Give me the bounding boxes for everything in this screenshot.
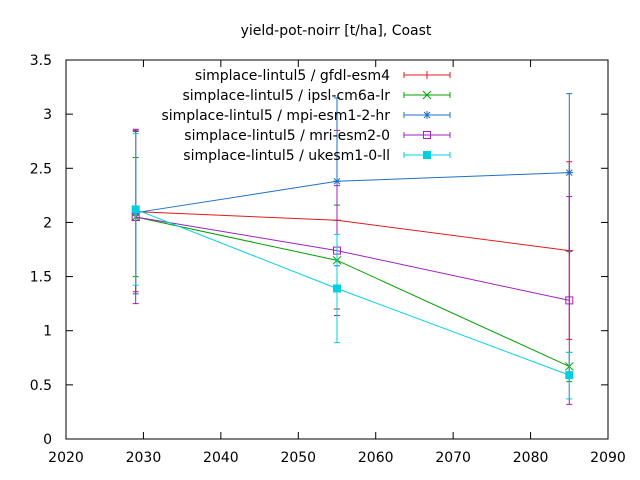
legend-marker — [422, 90, 432, 100]
x-tick-label: 2050 — [280, 450, 316, 466]
legend-entry-2: simplace-lintul5 / ipsl-cm6a-lr — [183, 88, 451, 104]
series-line — [135, 208, 570, 376]
legend-marker — [423, 151, 431, 159]
legend-marker — [423, 71, 431, 79]
series-group — [131, 93, 574, 405]
x-tick-label: 2070 — [435, 450, 471, 466]
series-2 — [131, 156, 574, 383]
y-tick-label: 1 — [43, 324, 52, 340]
data-point — [565, 296, 574, 305]
legend-line — [403, 132, 451, 138]
legend-entry-4: simplace-lintul5 / mri-esm2-0 — [184, 128, 451, 144]
chart-title: yield-pot-noirr [t/ha], Coast — [241, 23, 432, 39]
series-4 — [131, 128, 574, 405]
data-point — [333, 284, 341, 293]
x-tick-label: 2030 — [126, 450, 162, 466]
y-tick-label: 1.5 — [30, 270, 52, 286]
plot-frame — [65, 59, 609, 440]
data-point — [565, 168, 574, 177]
data-point — [131, 205, 140, 214]
data-point — [565, 371, 574, 380]
legend-entry-5: simplace-lintul5 / ukesm1-0-ll — [183, 148, 451, 164]
x-tick-label: 2090 — [590, 450, 626, 466]
y-tick-label: 0.5 — [30, 378, 52, 394]
y-tick-label: 3 — [43, 107, 52, 123]
data-point — [333, 177, 341, 186]
legend-label: simplace-lintul5 / mri-esm2-0 — [184, 128, 390, 144]
legend-label: simplace-lintul5 / gfdl-esm4 — [195, 68, 390, 84]
series-5 — [131, 133, 574, 400]
legend-label: simplace-lintul5 / ipsl-cm6a-lr — [183, 88, 391, 104]
series-line — [135, 216, 570, 367]
legend-marker — [423, 131, 431, 139]
y-tick-label: 2.5 — [30, 161, 52, 177]
legend-entry-3: simplace-lintul5 / mpi-esm1-2-hr — [161, 108, 451, 124]
x-tick-label: 2040 — [203, 450, 239, 466]
x-tick-label: 2080 — [513, 450, 549, 466]
x-tick-label: 2060 — [358, 450, 394, 466]
series-line — [135, 172, 570, 214]
legend-entry-1: simplace-lintul5 / gfdl-esm4 — [195, 68, 451, 84]
legend-marker — [423, 111, 431, 119]
legend: simplace-lintul5 / gfdl-esm4 simplace-lin… — [161, 68, 451, 164]
y-tick-label: 3.5 — [30, 53, 52, 69]
axes: 2020 2030 2040 2050 2060 2070 2080 2090 0 0.5 1 1.5… — [30, 53, 626, 466]
series-line — [135, 216, 570, 301]
y-tick-label: 2 — [43, 215, 52, 231]
y-tick-label: 0 — [43, 432, 52, 448]
x-tick-label: 2020 — [48, 450, 84, 466]
legend-label: simplace-lintul5 / mpi-esm1-2-hr — [161, 108, 390, 124]
legend-label: simplace-lintul5 / ukesm1-0-ll — [183, 148, 390, 164]
